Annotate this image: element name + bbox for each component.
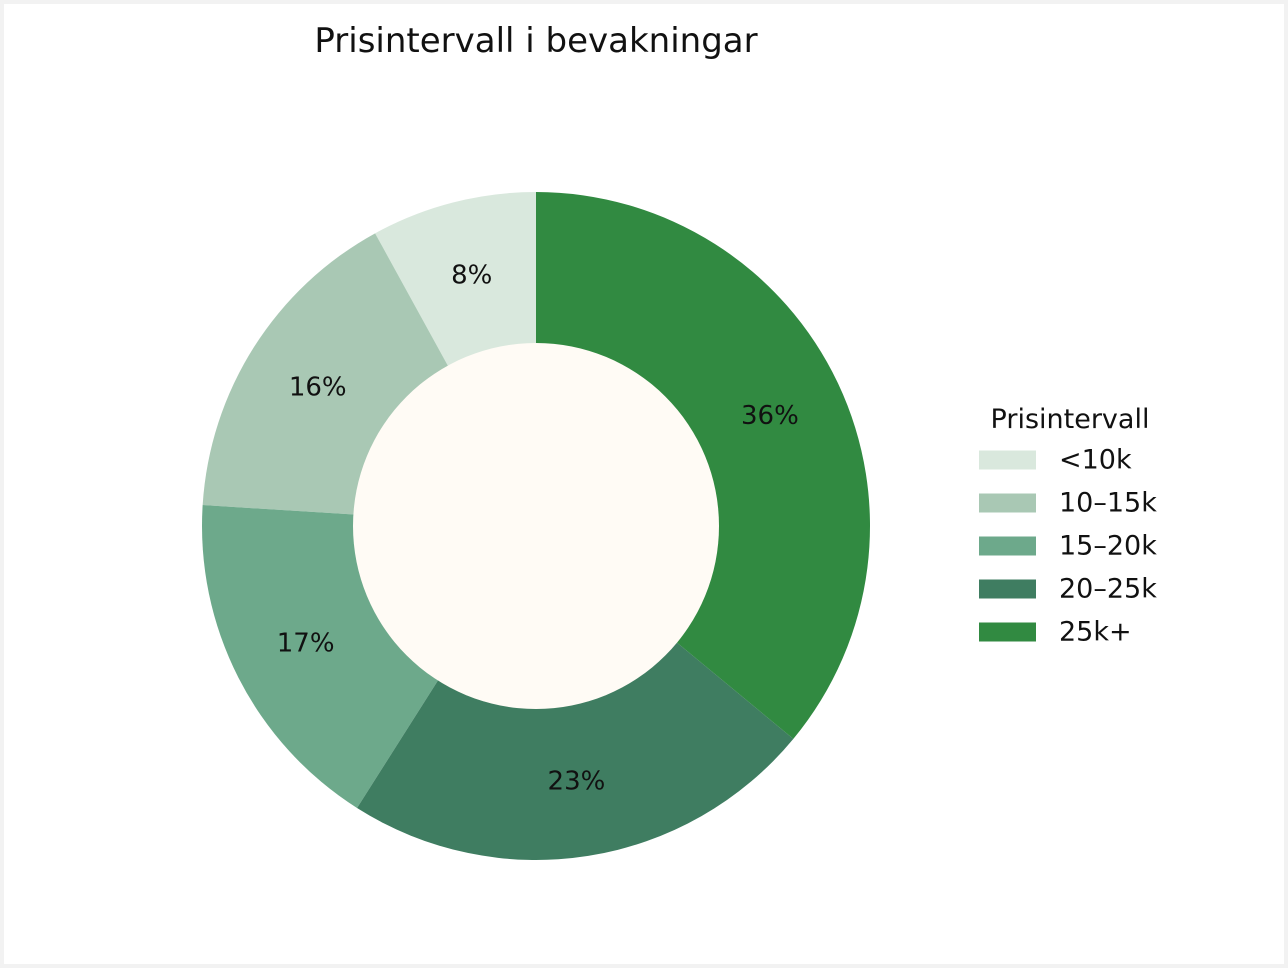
legend-swatch-4 (979, 622, 1036, 642)
chart-title: Prisintervall i bevakningar (314, 21, 757, 61)
donut-hole (353, 343, 719, 709)
legend-swatch-2 (979, 536, 1036, 556)
slice-label-4: 36% (741, 401, 799, 431)
legend-swatch-3 (979, 579, 1036, 599)
legend-label-1: 10–15k (1059, 488, 1157, 519)
legend-swatch-1 (979, 493, 1036, 513)
slice-labels: 8% 16% 17% 23% 36% (277, 261, 799, 797)
legend: Prisintervall <10k 10–15k 15–20k 20–25k 25k+ (979, 404, 1157, 648)
legend-label-0: <10k (1059, 445, 1132, 476)
legend-swatch-0 (979, 450, 1036, 470)
legend-label-2: 15–20k (1059, 531, 1157, 562)
legend-title: Prisintervall (991, 404, 1150, 435)
slice-label-3: 23% (548, 766, 606, 796)
legend-label-4: 25k+ (1059, 617, 1132, 648)
slice-label-2: 17% (277, 628, 335, 658)
donut-chart: Prisintervall i bevakningar 8% 16% 17% 23% 3… (202, 21, 1157, 860)
chart-frame: Prisintervall i bevakningar 8% 16% 17% 23% 3… (4, 4, 1284, 964)
legend-label-3: 20–25k (1059, 574, 1157, 605)
slice-label-0: 8% (451, 261, 492, 291)
slice-label-1: 16% (289, 372, 347, 402)
